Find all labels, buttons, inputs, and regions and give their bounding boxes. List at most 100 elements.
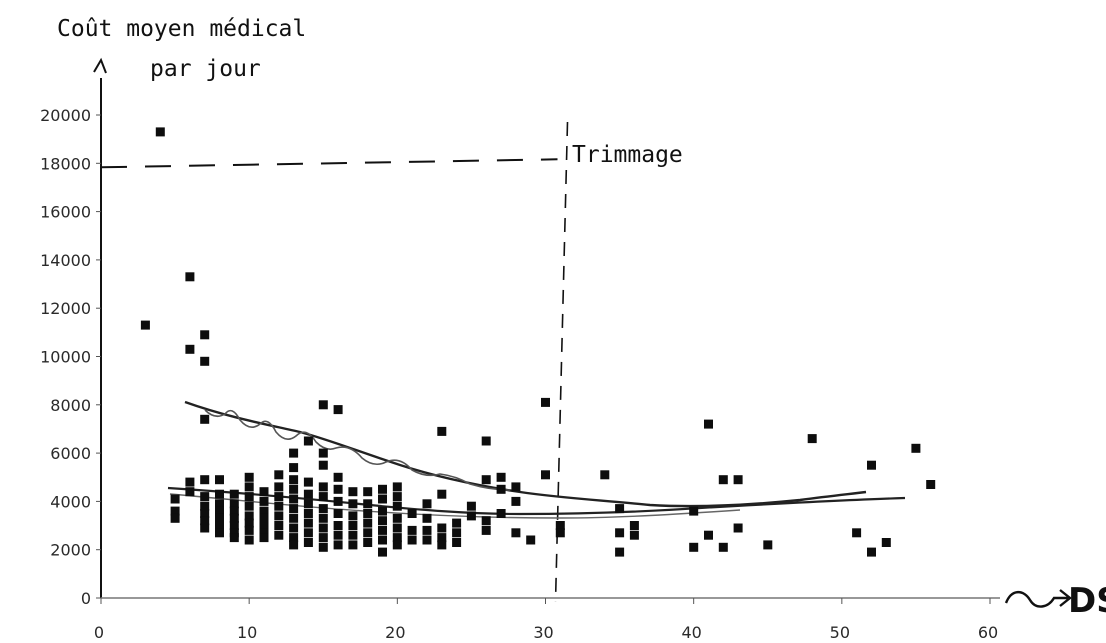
data-point	[215, 513, 224, 523]
data-point	[378, 494, 387, 504]
data-point	[629, 530, 639, 540]
data-point	[733, 475, 743, 485]
lower-trend-curve	[167, 486, 906, 516]
data-point	[318, 492, 328, 502]
data-point	[422, 499, 432, 509]
data-point	[392, 523, 402, 533]
data-point	[629, 521, 639, 530]
data-point	[392, 482, 402, 492]
data-point	[481, 525, 491, 535]
data-point	[215, 489, 224, 499]
x-tick-label: 30	[533, 623, 553, 642]
upper-trend-curve	[184, 400, 867, 508]
x-axis-title: DS	[1068, 581, 1106, 621]
y-tick-label: 2000	[50, 541, 91, 560]
data-point	[244, 511, 254, 521]
data-point	[215, 475, 224, 485]
data-point	[185, 344, 195, 354]
data-point	[704, 419, 713, 429]
upper-trend-curve-wavy-trace	[204, 409, 511, 491]
y-tick-label: 8000	[50, 396, 91, 415]
data-point	[555, 528, 565, 538]
data-point	[274, 470, 284, 480]
data-point	[170, 513, 180, 523]
data-point	[303, 489, 313, 499]
data-point	[718, 542, 728, 552]
data-point	[378, 516, 387, 526]
data-point	[392, 533, 402, 543]
data-point	[303, 499, 313, 509]
data-point	[274, 530, 284, 540]
x-axis-squiggle-arrow-icon	[1004, 589, 1072, 608]
data-point	[200, 492, 210, 502]
data-point	[363, 499, 373, 509]
data-point	[704, 530, 713, 540]
y-tick-label: 20000	[40, 106, 91, 125]
data-point	[511, 528, 521, 538]
data-point	[555, 521, 565, 530]
data-point	[615, 528, 625, 538]
data-point	[378, 547, 387, 557]
data-point	[496, 484, 506, 494]
data-point	[689, 542, 699, 552]
data-point	[363, 518, 373, 528]
data-point	[926, 480, 936, 489]
horizontal-trimming-threshold-line	[100, 158, 558, 169]
data-point	[229, 528, 239, 538]
data-point	[481, 475, 491, 485]
data-point	[881, 538, 891, 547]
x-tick-label: 50	[830, 623, 850, 642]
data-point	[229, 513, 239, 523]
data-point	[807, 434, 817, 444]
data-point	[274, 492, 284, 502]
data-point	[200, 516, 210, 526]
data-point	[378, 506, 387, 516]
data-point	[170, 494, 180, 504]
data-point	[318, 504, 328, 514]
data-point	[185, 487, 195, 497]
data-point	[303, 436, 313, 446]
data-point	[407, 525, 417, 535]
data-point	[689, 506, 699, 516]
trimming-threshold-label: Trimmage	[572, 142, 683, 168]
data-point	[348, 487, 358, 497]
data-point	[718, 475, 728, 485]
data-point	[333, 530, 343, 540]
data-point	[378, 484, 387, 494]
data-point	[852, 528, 862, 538]
data-point	[289, 523, 299, 533]
data-point	[200, 475, 210, 485]
data-point	[437, 523, 447, 533]
data-point	[333, 509, 343, 518]
x-axis-line	[100, 597, 1001, 599]
data-point	[200, 414, 210, 424]
data-point	[363, 538, 373, 547]
data-point	[392, 501, 402, 511]
data-point	[348, 521, 358, 530]
data-point	[259, 496, 269, 506]
data-point	[437, 426, 447, 436]
y-tick-label: 0	[81, 589, 91, 608]
data-point	[466, 501, 476, 511]
y-tick-label: 4000	[50, 492, 91, 511]
data-point	[274, 511, 284, 521]
data-point	[348, 540, 358, 550]
vertical-trimming-threshold-line	[554, 121, 569, 603]
data-point	[333, 484, 343, 494]
data-point	[318, 460, 328, 470]
data-point	[259, 513, 269, 523]
data-point	[541, 397, 550, 407]
x-tick-label: 20	[385, 623, 405, 642]
data-point	[303, 509, 313, 518]
data-point	[259, 521, 269, 530]
data-point	[437, 533, 447, 543]
data-point	[303, 538, 313, 547]
data-point	[289, 504, 299, 514]
data-point	[392, 513, 402, 523]
data-point	[244, 492, 254, 502]
data-point	[333, 521, 343, 530]
data-point	[348, 499, 358, 509]
data-point	[867, 547, 876, 557]
data-point	[215, 499, 224, 509]
